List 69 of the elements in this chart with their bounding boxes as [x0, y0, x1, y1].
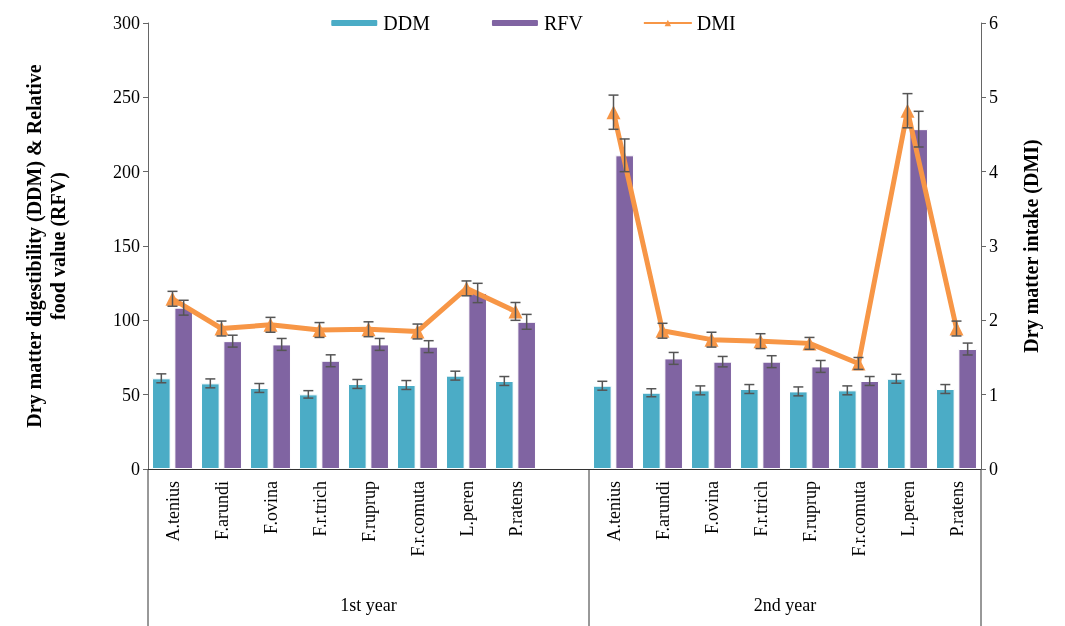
y2-tick-label: 1 — [989, 384, 998, 405]
bar — [838, 390, 857, 469]
bar — [174, 307, 193, 469]
bar — [593, 385, 612, 469]
text: 1st year — [340, 595, 397, 615]
bar — [419, 346, 438, 469]
bar — [299, 394, 318, 469]
y-tick-label: 50 — [122, 384, 140, 405]
y-tick-label: 150 — [113, 236, 140, 256]
bar — [348, 383, 367, 469]
text: 2nd year — [753, 595, 817, 615]
bar — [370, 344, 389, 469]
x-tick-label: L.peren — [897, 481, 918, 537]
legend-label: DDM — [383, 12, 431, 34]
y2-tick-label: 0 — [989, 459, 998, 479]
bar — [811, 366, 830, 469]
bar — [223, 341, 242, 469]
y-tick-label: 200 — [113, 161, 140, 182]
bar — [958, 349, 977, 469]
bar — [936, 389, 955, 469]
x-tick-label: F.r.comuta — [407, 481, 428, 557]
y2-tick-label: 2 — [989, 310, 998, 331]
x-tick-label: F.ruprup — [358, 481, 379, 543]
x-tick-label: A.tenius — [162, 481, 183, 542]
y-axis-title: Dry matter digestibility (DDM) & Relative food value (RFV) — [23, 64, 70, 428]
x-tick-label: L.peren — [456, 481, 477, 537]
bar — [517, 321, 536, 469]
bar — [713, 361, 732, 469]
bar — [250, 387, 269, 469]
bar — [887, 378, 906, 469]
legend-label: DMI — [696, 12, 736, 34]
y2-tick-label: 6 — [989, 13, 998, 33]
bar — [321, 360, 340, 469]
x-tick-label: F.r.trich — [750, 481, 771, 537]
bar — [691, 390, 710, 469]
y-tick-label: 100 — [113, 310, 140, 331]
x-tick-label: F.arundi — [211, 481, 232, 541]
bar — [909, 129, 928, 469]
bar — [762, 361, 781, 469]
bar — [468, 292, 487, 469]
bar — [860, 380, 879, 469]
legend-label: RFV — [543, 12, 584, 34]
bar — [201, 383, 220, 469]
bar — [495, 380, 514, 469]
y2-tick-label: 4 — [989, 161, 998, 182]
x-tick-label: P.ratens — [505, 481, 526, 537]
y2-tick-label: 5 — [989, 87, 998, 108]
x-tick-label: P.ratens — [946, 481, 967, 537]
x-tick-label: F.ovina — [260, 480, 281, 535]
bar — [272, 344, 291, 469]
x-tick-label: F.ovina — [701, 480, 722, 535]
y-tick-label: 250 — [113, 87, 140, 108]
bar — [642, 392, 661, 469]
x-tick-label: F.arundi — [652, 481, 673, 541]
y2-axis-title: Dry matter intake (DMI) — [1020, 139, 1043, 353]
y-tick-label: 0 — [131, 459, 140, 479]
y-tick-label: 300 — [113, 13, 140, 33]
bar — [397, 385, 416, 469]
x-tick-label: F.ruprup — [799, 481, 820, 543]
bar — [740, 389, 759, 469]
x-tick-label: F.r.comuta — [848, 481, 869, 557]
bar — [152, 378, 171, 469]
bar — [789, 391, 808, 469]
bar — [664, 358, 683, 469]
x-tick-label: F.r.trich — [309, 481, 330, 537]
bar — [615, 155, 634, 469]
x-tick-label: A.tenius — [603, 481, 624, 542]
bar — [446, 375, 465, 469]
y2-tick-label: 3 — [989, 236, 998, 256]
